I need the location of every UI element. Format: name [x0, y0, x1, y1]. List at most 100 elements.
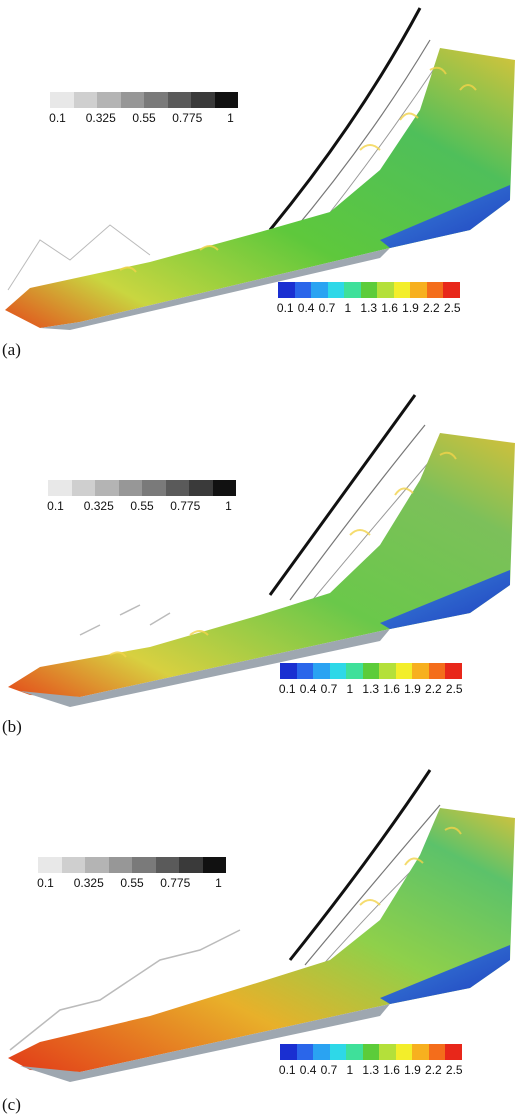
gray-legend-c: 0.1 0.325 0.55 0.775 1	[37, 857, 228, 892]
legend-swatch	[445, 1044, 462, 1060]
panel-label-a: (a)	[2, 340, 21, 359]
legend-swatch	[346, 663, 363, 679]
legend-tick-label: 1.3	[362, 682, 380, 696]
color-legend-c: 0.1 0.4 0.7 1 1.3 1.6 1.9 2.2 2.5	[278, 1044, 480, 1079]
color-legend-b: 0.1 0.4 0.7 1 1.3 1.6 1.9 2.2 2.5	[278, 663, 480, 698]
legend-swatch	[50, 92, 74, 108]
legend-swatch	[362, 1044, 379, 1060]
legend-swatch	[329, 1044, 346, 1060]
legend-tick-label: 1.9	[404, 682, 421, 696]
color-ticks: 0.1 0.4 0.7 1 1.3 1.6 1.9 2.2 2.5	[278, 1063, 480, 1079]
legend-tick-label: 0.4	[299, 682, 317, 696]
legend-tick-label: 0.1	[37, 876, 54, 890]
legend-swatch	[212, 480, 236, 496]
legend-tick-label: 0.1	[278, 682, 296, 696]
legend-swatch	[311, 282, 328, 298]
flow-visualization-c	[8, 769, 515, 1082]
legend-swatch	[280, 1044, 297, 1060]
legend-tick-label: 0.775	[170, 499, 201, 513]
legend-tick-label: 1.9	[404, 1063, 421, 1077]
gray-swatches	[50, 92, 240, 108]
legend-swatch	[377, 282, 394, 298]
legend-tick-label: 0.1	[278, 1063, 296, 1077]
legend-swatch	[95, 480, 119, 496]
legend-tick-label: 0.1	[47, 499, 64, 513]
panel-c: 0.1 0.325 0.55 0.775 1 0.1 0.4 0.7 1 1.3 1.6 1.9 2.…	[0, 760, 520, 1117]
legend-swatch	[108, 857, 132, 873]
legend-tick-label: 1	[215, 876, 222, 890]
gray-legend-a: 0.1 0.325 0.55 0.775 1	[49, 92, 240, 127]
legend-tick-label: 2.2	[423, 301, 440, 315]
legend-tick-label: 1	[344, 301, 352, 315]
legend-tick-label: 0.325	[83, 499, 114, 513]
legend-swatch	[379, 1044, 396, 1060]
legend-tick-label: 0.775	[172, 111, 203, 125]
flow-visualization-a	[5, 7, 515, 330]
legend-tick-label: 1.6	[381, 301, 398, 315]
gray-legend-b: 0.1 0.325 0.55 0.775 1	[47, 480, 238, 515]
legend-swatch	[142, 480, 166, 496]
gray-ticks: 0.1 0.325 0.55 0.775 1	[37, 876, 228, 892]
legend-swatch	[118, 480, 142, 496]
flow-visualization-b	[8, 394, 515, 707]
legend-swatch	[202, 857, 226, 873]
legend-swatch	[313, 1044, 330, 1060]
legend-swatch	[327, 282, 344, 298]
legend-swatch	[144, 92, 168, 108]
legend-swatch	[410, 282, 427, 298]
legend-swatch	[344, 282, 361, 298]
legend-tick-label: 0.4	[299, 1063, 317, 1077]
legend-swatch	[443, 282, 460, 298]
legend-tick-label: 0.1	[276, 301, 294, 315]
legend-swatch	[214, 92, 238, 108]
legend-swatch	[294, 282, 311, 298]
legend-swatch	[360, 282, 377, 298]
legend-tick-label: 0.4	[297, 301, 315, 315]
legend-tick-label: 1	[225, 499, 232, 513]
legend-tick-label: 1.6	[383, 1063, 400, 1077]
legend-swatch	[38, 857, 62, 873]
legend-swatch	[85, 857, 109, 873]
legend-tick-label: 0.1	[49, 111, 66, 125]
legend-swatch	[191, 92, 215, 108]
legend-tick-label: 0.55	[120, 876, 144, 890]
legend-swatch	[329, 663, 346, 679]
legend-tick-label: 1.3	[362, 1063, 380, 1077]
legend-swatch	[428, 663, 445, 679]
legend-tick-label: 2.5	[445, 682, 463, 696]
legend-tick-label: 2.2	[425, 1063, 442, 1077]
legend-swatch	[48, 480, 72, 496]
legend-tick-label: 1.3	[360, 301, 378, 315]
legend-tick-label: 1	[346, 682, 354, 696]
color-legend-a: 0.1 0.4 0.7 1 1.3 1.6 1.9 2.2 2.5	[276, 282, 478, 317]
legend-swatch	[313, 663, 330, 679]
legend-tick-label: 0.55	[132, 111, 156, 125]
legend-swatch	[412, 1044, 429, 1060]
legend-tick-label: 0.55	[130, 499, 154, 513]
color-ticks: 0.1 0.4 0.7 1 1.3 1.6 1.9 2.2 2.5	[278, 682, 480, 698]
legend-swatch	[362, 663, 379, 679]
color-swatches	[280, 1044, 480, 1060]
legend-swatch	[278, 282, 295, 298]
legend-tick-label: 2.2	[425, 682, 442, 696]
panel-label-b: (b)	[2, 717, 22, 736]
legend-swatch	[296, 1044, 313, 1060]
legend-tick-label: 2.5	[443, 301, 461, 315]
legend-swatch	[132, 857, 156, 873]
legend-swatch	[97, 92, 121, 108]
legend-swatch	[393, 282, 410, 298]
legend-swatch	[165, 480, 189, 496]
legend-swatch	[395, 1044, 412, 1060]
legend-tick-label: 2.5	[445, 1063, 463, 1077]
legend-swatch	[412, 663, 429, 679]
color-ticks: 0.1 0.4 0.7 1 1.3 1.6 1.9 2.2 2.5	[276, 301, 478, 317]
legend-swatch	[61, 857, 85, 873]
legend-tick-label: 1.9	[402, 301, 419, 315]
legend-tick-label: 0.7	[320, 1063, 338, 1077]
legend-swatch	[428, 1044, 445, 1060]
panel-label-c: (c)	[2, 1095, 21, 1114]
legend-tick-label: 0.775	[160, 876, 191, 890]
legend-swatch	[189, 480, 213, 496]
gray-swatches	[38, 857, 228, 873]
legend-tick-label: 0.7	[318, 301, 336, 315]
